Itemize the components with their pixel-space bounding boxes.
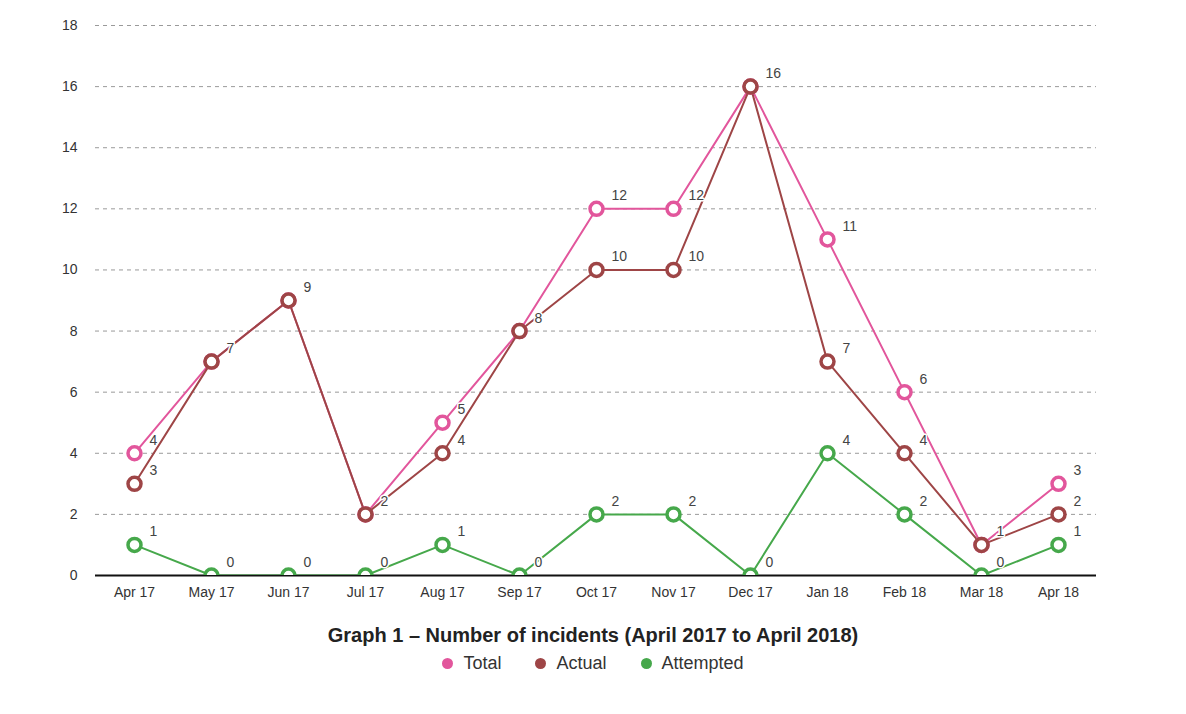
svg-text:3: 3: [150, 462, 158, 478]
svg-text:16: 16: [62, 78, 78, 94]
svg-text:6: 6: [920, 371, 928, 387]
svg-text:0: 0: [997, 554, 1005, 570]
svg-text:1: 1: [458, 523, 466, 539]
svg-text:11: 11: [843, 218, 858, 234]
svg-text:Aug 17: Aug 17: [420, 584, 465, 600]
svg-text:Apr 17: Apr 17: [114, 584, 155, 600]
html-text:Total: Total: [463, 653, 502, 673]
svg-text:Jan 18: Jan 18: [806, 584, 848, 600]
svg-text:16: 16: [766, 65, 782, 81]
svg-text:Apr 18: Apr 18: [1038, 584, 1079, 600]
html-text:Attempted: Attempted: [661, 653, 744, 673]
svg-text:Dec 17: Dec 17: [728, 584, 773, 600]
svg-text:1: 1: [1074, 523, 1082, 539]
svg-text:0: 0: [70, 567, 78, 583]
svg-text:2: 2: [612, 493, 620, 509]
svg-text:Nov 17: Nov 17: [651, 584, 696, 600]
svg-text:2: 2: [920, 493, 928, 509]
svg-text:2: 2: [689, 493, 697, 509]
svg-text:0: 0: [227, 554, 235, 570]
svg-text:8: 8: [535, 310, 543, 326]
svg-text:12: 12: [62, 200, 78, 216]
svg-text:Jun 17: Jun 17: [267, 584, 309, 600]
svg-text:5: 5: [458, 401, 466, 417]
svg-text:1: 1: [997, 523, 1005, 539]
svg-text:0: 0: [766, 554, 774, 570]
svg-text:Feb 18: Feb 18: [883, 584, 927, 600]
svg-text:3: 3: [1074, 462, 1082, 478]
html-text:Actual: Actual: [556, 653, 607, 673]
svg-text:0: 0: [535, 554, 543, 570]
svg-text:Sep 17: Sep 17: [497, 584, 542, 600]
svg-text:14: 14: [62, 139, 78, 155]
svg-text:12: 12: [689, 187, 705, 203]
svg-text:0: 0: [381, 554, 389, 570]
svg-text:18: 18: [62, 17, 78, 33]
svg-text:9: 9: [304, 279, 312, 295]
svg-text:2: 2: [70, 506, 78, 522]
svg-text:Oct 17: Oct 17: [576, 584, 617, 600]
svg-text:1: 1: [150, 523, 158, 539]
svg-text:0: 0: [304, 554, 312, 570]
svg-text:10: 10: [689, 248, 705, 264]
svg-text:7: 7: [843, 340, 851, 356]
svg-text:2: 2: [1074, 493, 1082, 509]
svg-text:4: 4: [843, 432, 851, 448]
svg-text:4: 4: [458, 432, 466, 448]
svg-text:May 17: May 17: [189, 584, 235, 600]
svg-text:10: 10: [612, 248, 628, 264]
html-text:Graph 1 – Number of incidents: Graph 1 – Number of incidents (April 201…: [327, 624, 859, 646]
svg-text:12: 12: [612, 187, 628, 203]
svg-text:4: 4: [150, 432, 158, 448]
svg-text:Mar 18: Mar 18: [960, 584, 1004, 600]
svg-text:8: 8: [70, 323, 78, 339]
svg-text:4: 4: [920, 432, 928, 448]
svg-text:10: 10: [62, 261, 78, 277]
svg-text:4: 4: [70, 445, 78, 461]
svg-text:7: 7: [227, 340, 235, 356]
svg-text:Jul 17: Jul 17: [347, 584, 385, 600]
svg-text:6: 6: [70, 384, 78, 400]
svg-text:2: 2: [381, 493, 389, 509]
